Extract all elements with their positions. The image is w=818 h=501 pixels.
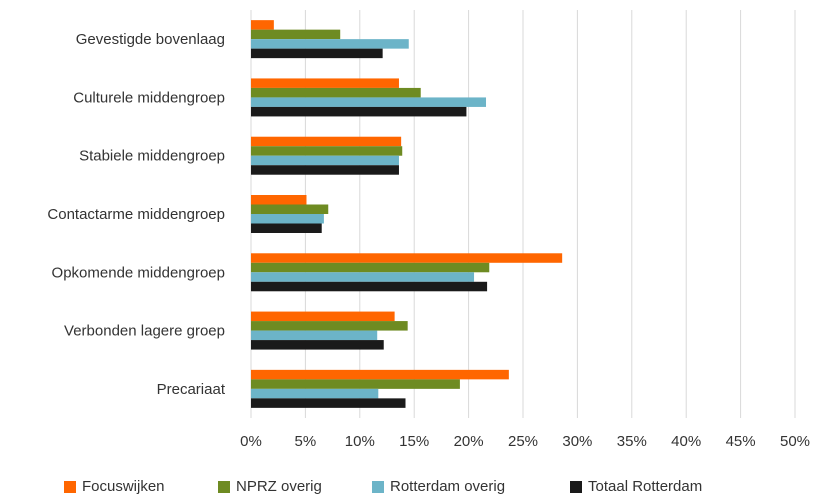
category-label: Contactarme middengroep <box>47 206 225 223</box>
bar <box>251 223 322 233</box>
x-tick-label: 20% <box>454 433 484 450</box>
legend-item: NPRZ overig <box>218 478 322 495</box>
category-label: Verbonden lagere groep <box>64 323 225 340</box>
bar <box>251 87 421 98</box>
legend-label: Rotterdam overig <box>390 478 506 495</box>
bar <box>251 388 379 399</box>
legend-swatch <box>570 480 582 493</box>
x-tick-label: 40% <box>671 433 701 450</box>
x-tick-label: 50% <box>780 433 810 450</box>
x-tick-label: 5% <box>295 433 317 450</box>
bar <box>251 195 307 205</box>
x-tick-label: 0% <box>240 433 262 450</box>
legend-swatch <box>64 480 76 493</box>
legend-label: NPRZ overig <box>236 478 322 495</box>
gridlines <box>250 10 796 418</box>
bar <box>251 39 409 49</box>
bar <box>251 48 383 59</box>
bars <box>251 20 563 408</box>
x-tick-label: 10% <box>345 433 375 450</box>
bar <box>251 253 563 263</box>
bar <box>251 369 509 380</box>
legend-item: Focuswijken <box>64 478 165 495</box>
bar <box>251 136 402 147</box>
bar <box>251 29 341 40</box>
bar <box>251 330 378 341</box>
legend-item: Totaal Rotterdam <box>570 478 702 495</box>
bar <box>251 272 475 282</box>
category-labels: Gevestigde bovenlaag Culturele middengroe… <box>47 31 225 398</box>
bar <box>251 155 399 166</box>
bar <box>251 106 467 117</box>
bar <box>251 398 406 408</box>
bar <box>251 340 384 350</box>
bar <box>251 262 490 273</box>
bar <box>251 204 329 214</box>
bar <box>251 97 487 107</box>
bar <box>251 311 395 322</box>
bar <box>251 78 399 88</box>
legend-label: Focuswijken <box>82 478 165 495</box>
bar <box>251 321 408 331</box>
legend-label: Totaal Rotterdam <box>588 478 703 495</box>
x-tick-label: 35% <box>617 433 647 450</box>
bar <box>251 214 324 224</box>
legend-item: Rotterdam overig <box>372 478 505 495</box>
category-label: Culturele middengroep <box>73 89 225 106</box>
bar <box>251 20 274 30</box>
bar <box>251 379 460 389</box>
legend-swatch <box>372 480 384 493</box>
x-tick-label: 45% <box>726 433 756 450</box>
bar <box>251 146 403 156</box>
category-label: Stabiele middengroep <box>79 148 225 165</box>
x-tick-label: 30% <box>562 433 592 450</box>
x-tick-label: 15% <box>399 433 429 450</box>
category-label: Opkomende middengroep <box>52 264 225 281</box>
bar <box>251 165 399 175</box>
x-axis-tick-labels: 0% 5% 10% 15% 20% 25% 30% 35% 40% 45% 50% <box>240 433 810 450</box>
legend-swatch <box>218 480 230 493</box>
category-label: Precariaat <box>157 381 226 398</box>
bar <box>251 281 488 292</box>
legend: Focuswijken NPRZ overig Rotterdam overig To… <box>0 478 818 500</box>
category-label: Gevestigde bovenlaag <box>76 31 225 48</box>
x-tick-label: 25% <box>508 433 538 450</box>
